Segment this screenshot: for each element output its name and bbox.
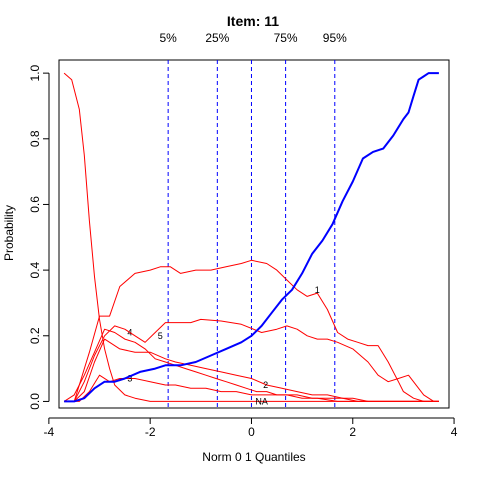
quantile-label: 75%: [274, 31, 298, 45]
expected-score-curve: [64, 72, 439, 403]
y-tick-label: 0.8: [28, 130, 42, 147]
curve-label: 3: [127, 373, 132, 383]
curve-label: 2: [263, 380, 268, 390]
chart-title: Item: 11: [227, 13, 279, 29]
x-tick-label: -2: [145, 425, 156, 439]
y-tick-label: 0.4: [28, 261, 42, 278]
quantile-label: 5%: [159, 31, 177, 45]
x-tick-label: 0: [248, 425, 255, 439]
y-tick-label: 0.2: [28, 327, 42, 344]
x-tick-label: -4: [44, 425, 55, 439]
plot-area: -4 -2 0 2 40.00.20.40.60.81.05% 25% 75% 95%1234…: [28, 31, 458, 439]
curve-label: 5: [158, 331, 163, 341]
curve-label: NA: [255, 396, 268, 406]
x-tick-label: 2: [349, 425, 356, 439]
y-axis-title: Probability: [2, 205, 16, 261]
curve-label: 1: [315, 285, 320, 295]
quantile-label: 95%: [323, 31, 347, 45]
option-curve: [64, 318, 439, 402]
plot-frame: [58, 59, 450, 409]
y-tick-label: 0.0: [28, 393, 42, 410]
option-curve: [64, 259, 439, 402]
option-curve: [63, 72, 439, 402]
x-axis-title: Norm 0 1 Quantiles: [202, 450, 305, 464]
y-tick-label: 1.0: [28, 64, 42, 81]
option-curve: [63, 328, 439, 402]
x-tick-label: 4: [451, 425, 458, 439]
quantile-label: 25%: [205, 31, 229, 45]
option-curve: [64, 338, 439, 402]
y-tick-label: 0.6: [28, 196, 42, 213]
